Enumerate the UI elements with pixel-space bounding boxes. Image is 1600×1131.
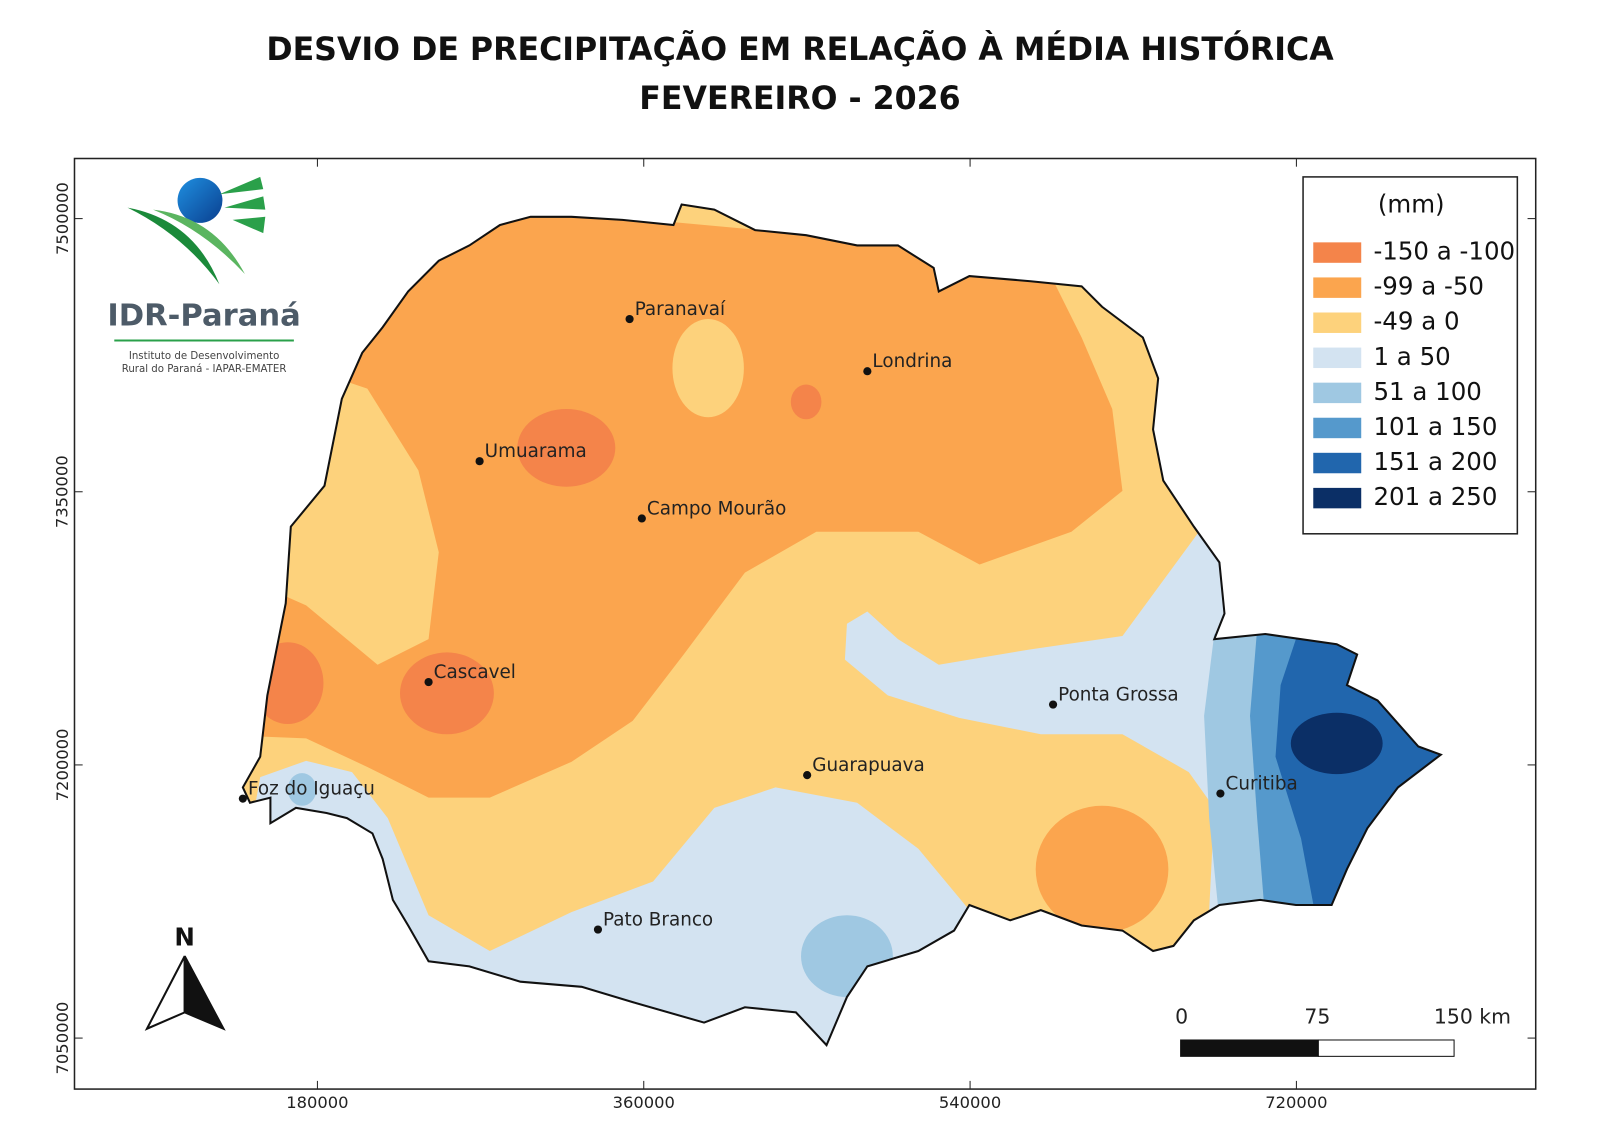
ticks: 180000 360000 540000 720000 7050000 7200000 73… xyxy=(53,158,1536,1112)
city-label: Ponta Grossa xyxy=(1058,684,1179,705)
x-tick-label: 360000 xyxy=(613,1093,675,1112)
city-label: Guarapuava xyxy=(812,755,925,776)
legend-swatch xyxy=(1313,382,1362,404)
north-label: N xyxy=(174,923,194,952)
legend-label: 51 a 100 xyxy=(1373,377,1481,406)
city-label: Cascavel xyxy=(434,662,516,683)
logo-name: IDR-Paraná xyxy=(107,298,300,333)
legend-title: (mm) xyxy=(1378,190,1445,219)
city-label: Pato Branco xyxy=(603,909,713,930)
logo-line: Rural do Paraná - IAPAR-EMATER xyxy=(122,363,287,375)
city-dot xyxy=(863,367,872,376)
region xyxy=(1204,623,1266,921)
legend-label: 101 a 150 xyxy=(1373,412,1497,441)
city-dot xyxy=(803,771,812,780)
logo: IDR-Paraná Instituto de Desenvolvimento … xyxy=(107,176,301,375)
region xyxy=(517,409,616,487)
scale-label: 0 xyxy=(1175,1004,1188,1028)
region xyxy=(1035,805,1169,933)
legend-label: -99 a -50 xyxy=(1373,272,1484,301)
city-label: Paranavaí xyxy=(635,299,726,320)
logo-circle xyxy=(177,177,223,223)
legend-label: -150 a -100 xyxy=(1373,237,1515,266)
cities: Paranavaí Londrina Umuarama Campo Mourão Cas… xyxy=(238,299,1298,934)
legend-label: 151 a 200 xyxy=(1373,447,1497,476)
north-arrow: N xyxy=(144,923,226,1031)
city-dot xyxy=(625,314,634,324)
city-label: Campo Mourão xyxy=(647,498,786,519)
city-dot xyxy=(593,925,603,934)
region xyxy=(672,319,744,418)
regions xyxy=(242,204,1441,1046)
subtitle: FEVEREIRO - 2026 xyxy=(639,81,960,117)
region xyxy=(844,531,1256,921)
y-tick-label: 7350000 xyxy=(53,455,72,528)
legend-swatch xyxy=(1313,452,1362,474)
city-label: Foz do Iguaçu xyxy=(248,778,375,799)
region xyxy=(1290,712,1383,775)
title: DESVIO DE PRECIPITAÇÃO EM RELAÇÃO À MÉDI… xyxy=(266,29,1334,68)
legend-label: 1 a 50 xyxy=(1373,342,1450,371)
y-tick-label: 7050000 xyxy=(53,1002,72,1075)
logo-line: Instituto de Desenvolvimento xyxy=(129,351,280,362)
x-tick-label: 180000 xyxy=(286,1093,348,1112)
x-tick-label: 720000 xyxy=(1265,1093,1327,1112)
region xyxy=(255,204,1123,798)
legend-label: -49 a 0 xyxy=(1373,307,1459,336)
legend-swatch xyxy=(1313,242,1362,263)
city-dot xyxy=(1048,700,1058,709)
arrow-right xyxy=(183,955,226,1031)
scale-bar: 0 75 150 km xyxy=(1175,1004,1511,1057)
city-dot xyxy=(238,794,247,803)
region xyxy=(400,652,494,735)
legend-swatch xyxy=(1313,487,1362,509)
legend-swatch xyxy=(1313,312,1362,333)
legend-label: 201 a 250 xyxy=(1373,482,1497,511)
city-label: Curitiba xyxy=(1226,773,1298,794)
legend: (mm) -150 a -100 -99 a -50 -49 a 0 1 a 50 51… xyxy=(1302,176,1519,535)
scale-segment xyxy=(1317,1039,1455,1057)
scale-label: 150 km xyxy=(1434,1004,1511,1028)
logo-stripes xyxy=(219,176,266,234)
y-tick-label: 7500000 xyxy=(53,182,72,255)
y-tick-label: 7200000 xyxy=(53,729,72,802)
city-dot xyxy=(424,677,433,687)
scale-label: 75 xyxy=(1304,1004,1330,1028)
legend-swatch xyxy=(1313,347,1362,369)
city-label: Londrina xyxy=(872,351,952,372)
x-tick-label: 540000 xyxy=(939,1093,1001,1112)
legend-swatch xyxy=(1313,277,1362,298)
city-dot xyxy=(475,457,484,466)
city-dot xyxy=(637,514,646,523)
scale-segment xyxy=(1180,1039,1319,1057)
city-label: Umuarama xyxy=(485,441,587,462)
city-dot xyxy=(1216,789,1225,798)
legend-swatch xyxy=(1313,417,1362,439)
region xyxy=(287,773,317,806)
region xyxy=(790,384,822,420)
